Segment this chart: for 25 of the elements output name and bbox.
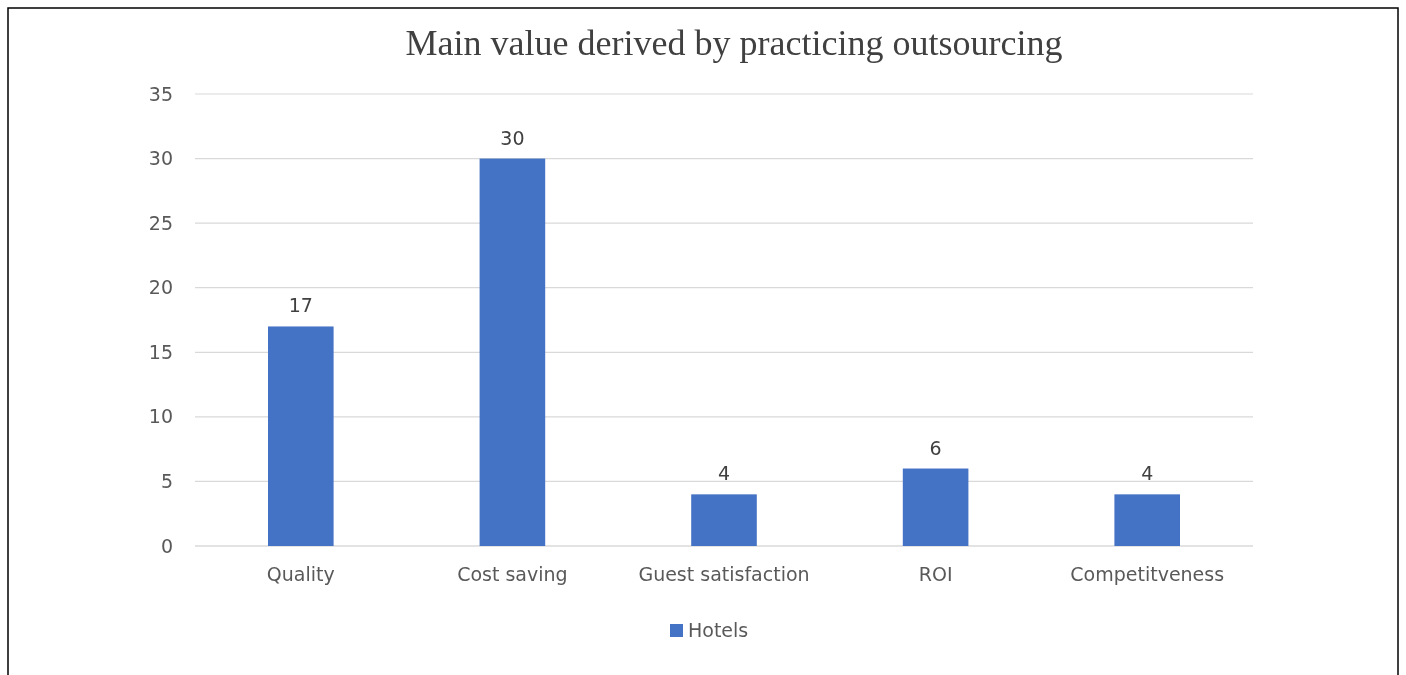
y-tick-label: 30	[148, 147, 173, 170]
y-tick-label: 35	[148, 82, 173, 105]
y-tick-label: 5	[160, 470, 173, 493]
y-tick-label: 20	[148, 276, 173, 299]
y-tick-label: 15	[148, 340, 173, 363]
data-label: 6	[929, 436, 942, 459]
data-label: 4	[1141, 462, 1154, 485]
y-tick-label: 10	[148, 405, 173, 428]
bar	[902, 468, 969, 546]
bar	[479, 158, 546, 546]
data-label: 4	[717, 462, 731, 485]
x-tick-label: Competitveness	[1070, 563, 1225, 586]
y-tick-label: 25	[148, 211, 173, 234]
bar	[1114, 494, 1180, 546]
x-tick-label: Guest satisfaction	[638, 563, 810, 586]
x-tick-label: Quality	[266, 563, 335, 586]
bar	[268, 326, 334, 546]
y-tick-label: 0	[160, 534, 173, 557]
data-label: 30	[500, 126, 525, 149]
bar	[691, 494, 757, 546]
data-label: 17	[288, 294, 313, 317]
legend-label: Hotels	[688, 619, 749, 641]
chart-title: Main value derived by practicing outsourcing	[405, 23, 1063, 63]
x-tick-label: ROI	[918, 563, 953, 586]
x-tick-label: Cost saving	[457, 563, 568, 586]
